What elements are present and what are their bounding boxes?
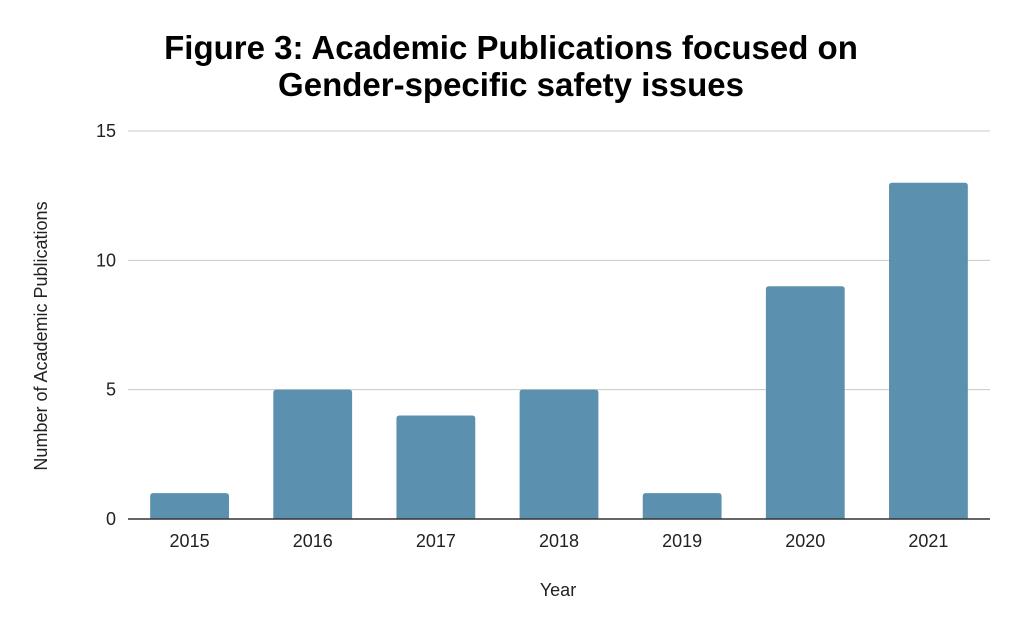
bar-2015 [150, 493, 229, 519]
x-tick-label: 2016 [293, 531, 333, 551]
chart-title-line-1: Figure 3: Academic Publications focused … [164, 29, 858, 66]
bar-2017 [396, 415, 476, 519]
bar-2020 [765, 286, 845, 519]
bar-2021 [889, 182, 968, 519]
bar-2019 [642, 493, 722, 519]
x-tick-label: 2021 [908, 531, 948, 551]
x-tick-label: 2019 [662, 531, 702, 551]
x-tick-label: 2017 [416, 531, 456, 551]
x-axis-label: Year [540, 580, 576, 600]
y-tick-label: 10 [96, 250, 116, 270]
x-tick-label: 2020 [785, 531, 825, 551]
x-axis-ticks: 2015 2016 2017 2018 2019 2020 2021 [170, 531, 949, 551]
bars [150, 182, 968, 519]
y-tick-label: 0 [106, 509, 116, 529]
y-tick-label: 5 [106, 380, 116, 400]
x-tick-label: 2018 [539, 531, 579, 551]
bar-2016 [273, 389, 353, 519]
gridlines [128, 130, 990, 391]
x-tick-label: 2015 [170, 531, 210, 551]
y-tick-label: 15 [96, 121, 116, 141]
y-axis-label: Number of Academic Publications [31, 201, 51, 470]
y-axis-ticks: 0 5 10 15 [96, 121, 116, 529]
bar-2018 [519, 389, 599, 519]
chart-title-line-2: Gender-specific safety issues [278, 66, 744, 103]
